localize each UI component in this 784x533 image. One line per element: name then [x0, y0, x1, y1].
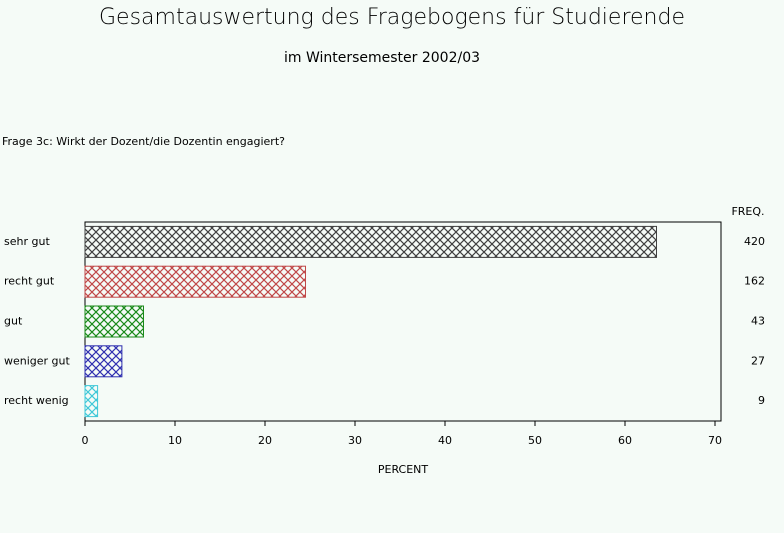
x-tick-label: 20 — [258, 434, 272, 447]
x-tick-label: 50 — [528, 434, 542, 447]
x-tick-label: 0 — [82, 434, 89, 447]
y-tick-label: weniger gut — [4, 354, 71, 367]
bar — [84, 305, 144, 338]
chart-subtitle: im Wintersemester 2002/03 — [284, 50, 480, 66]
bar — [84, 225, 657, 258]
x-tick-label: 40 — [438, 434, 452, 447]
y-tick-label: recht wenig — [4, 394, 69, 407]
y-tick-label: gut — [4, 315, 23, 328]
bar — [84, 265, 306, 298]
x-axis-label: PERCENT — [378, 463, 429, 476]
x-tick-label: 10 — [168, 434, 182, 447]
freq-label: 27 — [751, 354, 765, 367]
y-tick-label: sehr gut — [4, 235, 50, 248]
question: Frage 3c: Wirkt der Dozent/die Dozentin … — [2, 135, 285, 148]
freq-label: 9 — [758, 394, 765, 407]
x-tick-label: 30 — [348, 434, 362, 447]
freq-label: 43 — [751, 315, 765, 328]
bar — [84, 345, 123, 378]
freq-label: 162 — [744, 275, 765, 288]
bar — [84, 385, 99, 418]
chart-title: Gesamtauswertung des Fragebogens für Stu… — [99, 5, 685, 30]
y-tick-label: recht gut — [4, 275, 55, 288]
freq-label: 420 — [744, 235, 765, 248]
x-tick-label: 70 — [708, 434, 722, 447]
freq-header: FREQ. — [731, 205, 764, 218]
x-tick-label: 60 — [618, 434, 632, 447]
